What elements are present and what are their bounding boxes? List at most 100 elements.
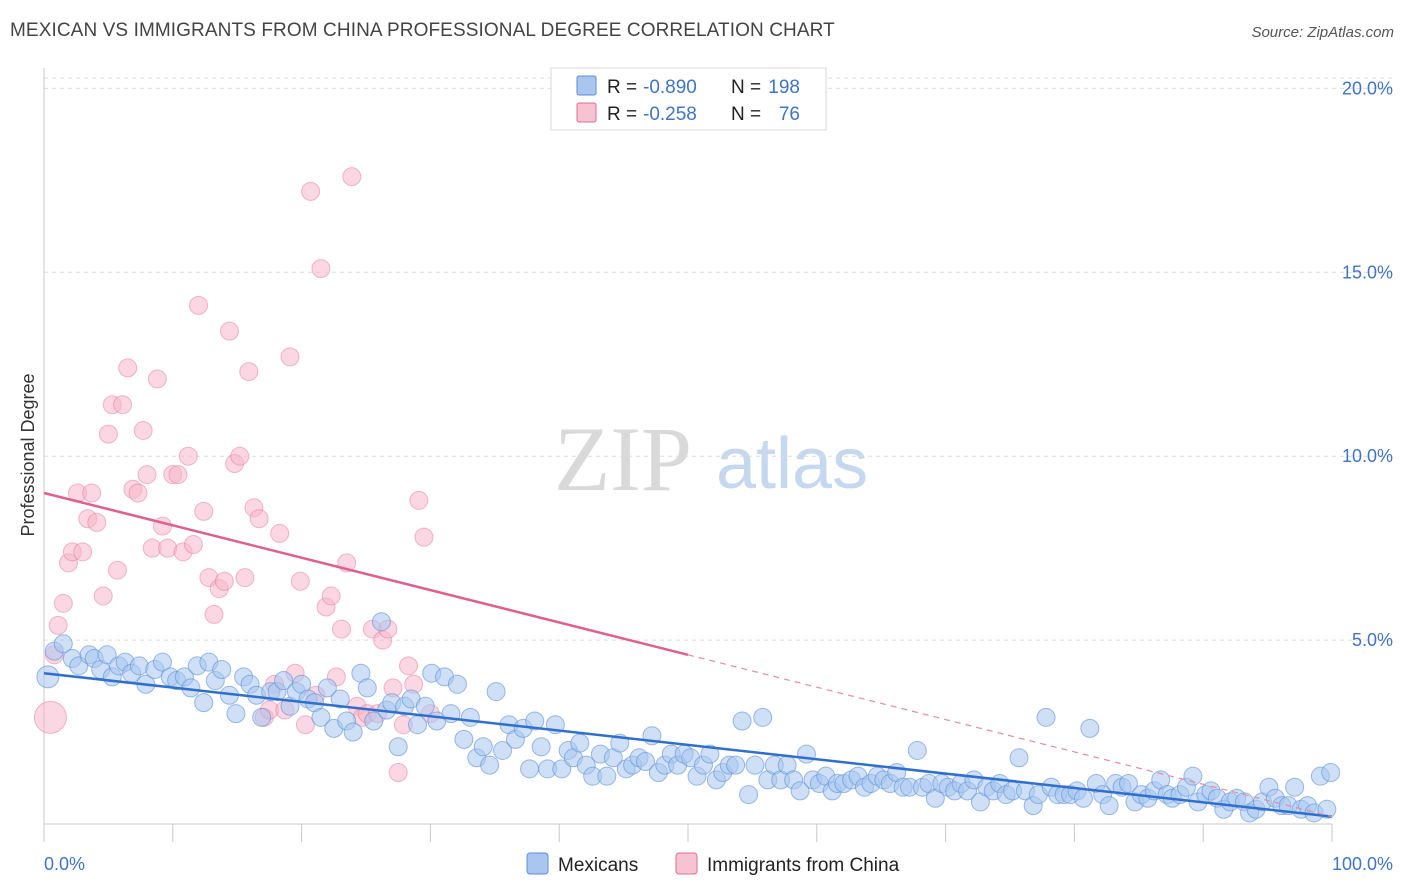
axes <box>43 68 1333 842</box>
china-point <box>113 395 133 415</box>
mexican-point <box>1036 707 1056 727</box>
mexican-point <box>274 671 294 691</box>
mexican-point <box>531 737 551 757</box>
mexican-point <box>635 751 655 771</box>
mexican-point <box>907 740 927 760</box>
mexican-point <box>552 759 572 779</box>
mexican-point <box>1009 748 1029 768</box>
china-point <box>239 362 259 382</box>
bottom-legend: Mexicans Immigrants from China <box>526 852 900 876</box>
mexican-point <box>753 707 773 727</box>
legend-r-label: R = <box>607 104 637 125</box>
mexican-point <box>447 674 467 694</box>
mexican-point <box>343 722 363 742</box>
mexican-point <box>480 755 500 775</box>
bottom-legend-swatch-mexicans <box>526 852 549 875</box>
mexican-point <box>486 682 506 702</box>
legend-box <box>550 67 827 131</box>
y-tick-label: 5.0% <box>1352 630 1393 650</box>
china-point <box>219 321 239 341</box>
legend-n-value: 198 <box>768 77 800 98</box>
mexican-point <box>1073 788 1093 808</box>
mexican-point <box>388 737 408 757</box>
mexican-point <box>330 689 350 709</box>
mexican-point <box>739 785 759 805</box>
china-trend-line-dashed <box>687 654 1333 818</box>
x-tick-labels: 0.0% 100.0% <box>44 854 1393 874</box>
mexican-point <box>493 740 513 760</box>
mexican-point <box>796 744 816 764</box>
y-tick-labels: 5.0% 10.0% 15.0% 20.0% <box>1342 78 1393 650</box>
mexican-point <box>129 656 149 676</box>
mexican-point <box>311 707 331 727</box>
mexican-point <box>1099 796 1119 816</box>
china-point <box>189 295 209 315</box>
china-point <box>204 604 224 624</box>
mexican-point <box>357 678 377 698</box>
mexican-point <box>473 737 493 757</box>
mexican-point <box>1285 777 1305 797</box>
china-point <box>118 358 138 378</box>
watermark: ZIP atlas <box>554 408 868 510</box>
mexican-point <box>226 704 246 724</box>
china-point <box>107 560 127 580</box>
x-tick-label: 0.0% <box>44 854 85 874</box>
china-point <box>183 534 203 554</box>
china-point <box>48 615 68 635</box>
china-point <box>178 446 198 466</box>
watermark-zip: ZIP <box>554 408 692 510</box>
china-point <box>168 465 188 485</box>
mexican-point <box>520 759 540 779</box>
mexican-point <box>1321 763 1341 783</box>
mexican-point <box>726 755 746 775</box>
china-point <box>388 763 408 783</box>
china-point <box>311 259 331 279</box>
legend-swatch-mexicans <box>576 75 597 96</box>
chart-title: MEXICAN VS IMMIGRANTS FROM CHINA PROFESS… <box>10 20 835 41</box>
mexican-point <box>371 612 391 632</box>
china-point <box>399 656 419 676</box>
legend: R = -0.890 N = 198 R = -0.258 N = 76 <box>550 67 827 131</box>
mexican-point <box>454 729 474 749</box>
china-point <box>295 715 315 735</box>
y-tick-label: 10.0% <box>1342 446 1393 466</box>
china-point <box>230 446 250 466</box>
china-point <box>321 586 341 606</box>
mexican-point <box>790 781 810 801</box>
mexican-point <box>408 715 428 735</box>
mexican-point <box>152 652 172 672</box>
mexican-point <box>525 711 545 731</box>
trend-lines <box>43 491 1333 818</box>
china-point <box>301 181 321 201</box>
mexican-point <box>1080 718 1100 738</box>
china-point <box>87 512 107 532</box>
china-point <box>194 501 214 521</box>
mexican-point <box>194 693 214 713</box>
china-point <box>147 369 167 389</box>
mexican-point <box>364 711 384 731</box>
china-point <box>33 700 67 734</box>
china-point <box>270 523 290 543</box>
china-point <box>249 509 269 529</box>
china-point <box>332 619 352 639</box>
china-trend-line <box>43 491 689 657</box>
mexican-point <box>1183 766 1203 786</box>
china-point <box>414 527 434 547</box>
mexican-points <box>36 612 1341 823</box>
mexican-point <box>460 707 480 727</box>
china-point <box>133 420 153 440</box>
legend-r-value: -0.890 <box>643 77 697 98</box>
legend-n-value: 76 <box>779 104 800 125</box>
china-point <box>158 538 178 558</box>
china-point <box>73 542 93 562</box>
legend-n-label: N = <box>731 77 761 98</box>
mexican-point <box>212 660 232 680</box>
china-point <box>98 424 118 444</box>
mexican-point <box>700 744 720 764</box>
x-tick-label: 100.0% <box>1332 854 1393 874</box>
china-point <box>82 483 102 503</box>
china-point <box>235 568 255 588</box>
watermark-atlas: atlas <box>716 424 868 504</box>
bottom-legend-swatch-china <box>675 852 698 875</box>
mexican-point <box>570 733 590 753</box>
